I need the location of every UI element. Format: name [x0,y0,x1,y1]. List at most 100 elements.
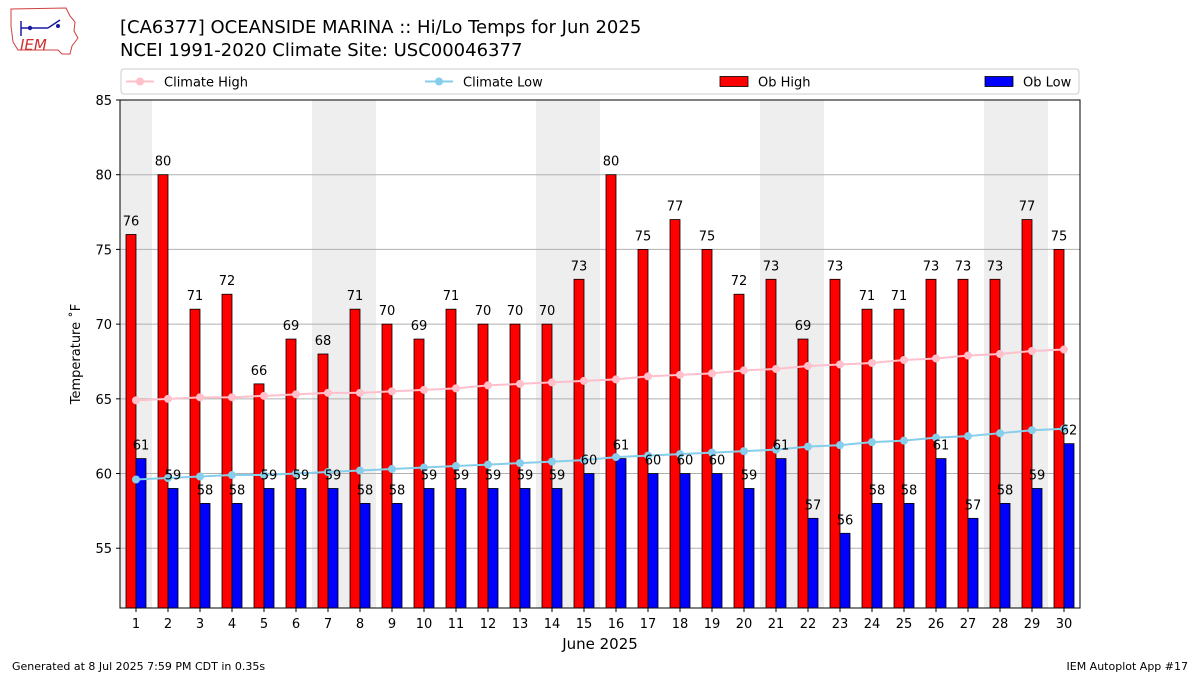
chart-title: [CA6377] OCEANSIDE MARINA :: Hi/Lo Temps… [120,17,642,38]
climate-high-point [868,358,876,367]
climate-high-point [260,391,268,400]
ob-low-label: 61 [933,439,950,454]
ob-high-bar [413,338,425,609]
ob-low-label: 58 [901,483,918,498]
ob-low-bar [1063,443,1075,609]
ob-high-bar [477,323,489,609]
ob-low-bar [583,473,595,609]
legend: Climate High Climate Low Ob High Ob Low [120,68,1080,95]
ob-high-label: 75 [699,229,716,244]
ob-low-label: 60 [581,454,598,469]
ob-high-bar [829,278,841,609]
ob-low-bar [359,503,371,609]
x-tick-label: 20 [736,617,753,632]
ob-high-bar [893,308,905,609]
ob-high-bar [1053,249,1065,609]
climate-low-line [135,427,1065,481]
iem-logo: IEM [10,7,79,55]
ob-high-label: 69 [795,319,812,334]
climate-high-point [420,385,428,394]
ob-low-label: 60 [645,454,662,469]
ob-low-label: 59 [325,468,342,483]
x-tick-label: 4 [228,617,236,632]
ob-low-bar [935,458,947,609]
ob-low-bar [967,517,979,609]
generated-timestamp: Generated at 8 Jul 2025 7:59 PM CDT in 0… [12,660,266,673]
ob-high-label: 80 [155,155,172,170]
climate-low-point [1028,426,1036,435]
ob-high-bar [253,383,265,609]
ob-high-label: 75 [635,229,652,244]
x-tick-label: 29 [1024,617,1041,632]
ob-low-bar [263,488,275,609]
legend-climate-high-marker [136,77,144,86]
x-tick-label: 15 [576,617,593,632]
ob-high-bar [797,338,809,609]
ob-high-label: 71 [187,289,204,304]
legend-ob-low-label: Ob Low [1023,76,1072,91]
ob-low-bar [903,503,915,609]
climate-high-point [388,387,396,396]
climate-low-point [292,469,300,478]
climate-high-point [964,351,972,360]
climate-high-point [932,354,940,363]
ob-high-bar [957,278,969,609]
ob-low-label: 58 [357,483,374,498]
x-tick-label: 6 [292,617,300,632]
x-tick-label: 11 [448,617,465,632]
ob-high-label: 75 [1051,229,1068,244]
logo-text: IEM [20,36,47,54]
climate-high-point [132,396,140,405]
ob-high-label: 72 [731,274,748,289]
ob-high-bar [349,308,361,609]
ob-low-label: 60 [709,454,726,469]
ob-high-bar [317,353,329,609]
data-labels: 76 61 80 59 71 58 72 58 66 59 69 59 68 59 71 58 70 58 69 59… [123,155,1078,529]
ob-low-label: 59 [741,468,758,483]
climate-low-point [708,448,716,457]
ob-low-bar [519,488,531,609]
ob-high-bar [1021,219,1033,609]
ob-high-label: 71 [891,289,908,304]
x-tick-label: 12 [480,617,497,632]
ob-high-label: 73 [923,259,940,274]
x-tick-label: 28 [992,617,1009,632]
chart-subtitle: NCEI 1991-2020 Climate Site: USC00046377 [120,40,523,61]
ob-low-bar [615,458,627,609]
ob-low-bar [199,503,211,609]
ob-high-label: 70 [475,304,492,319]
weekend-band [344,100,376,608]
ob-low-label: 57 [965,498,982,513]
x-axis-label: June 2025 [561,635,638,653]
ob-low-label: 59 [421,468,438,483]
climate-low-point [836,441,844,450]
climate-high-point [996,350,1004,358]
ob-high-label: 76 [123,214,140,229]
ob-high-bar [637,249,649,609]
climate-high-point [1028,347,1036,356]
gridlines [120,99,1080,549]
ob-high-label: 69 [283,319,300,334]
x-tick-label: 21 [768,617,785,632]
ob-high-bar [157,174,169,609]
weekend-band [120,100,152,608]
ob-low-label: 59 [517,468,534,483]
ob-low-label: 56 [837,513,854,528]
ob-high-label: 77 [1019,200,1036,215]
legend-climate-low-label: Climate Low [463,76,543,91]
ob-high-bar [541,323,553,609]
ob-high-bar [925,278,937,609]
plot-frame [119,99,1081,609]
ob-low-label: 61 [133,439,150,454]
climate-high-point [452,384,460,393]
ob-high-bar [989,278,1001,609]
climate-high-point [644,372,652,381]
ob-low-label: 60 [677,454,694,469]
ob-high-label: 71 [347,289,364,304]
ob-low-bar [679,473,691,609]
ob-high-label: 72 [219,274,236,289]
ob-low-bar [1031,488,1043,609]
y-tick-label: 55 [95,542,112,557]
ob-high-bar [509,323,521,609]
ob-low-bar [871,503,883,609]
